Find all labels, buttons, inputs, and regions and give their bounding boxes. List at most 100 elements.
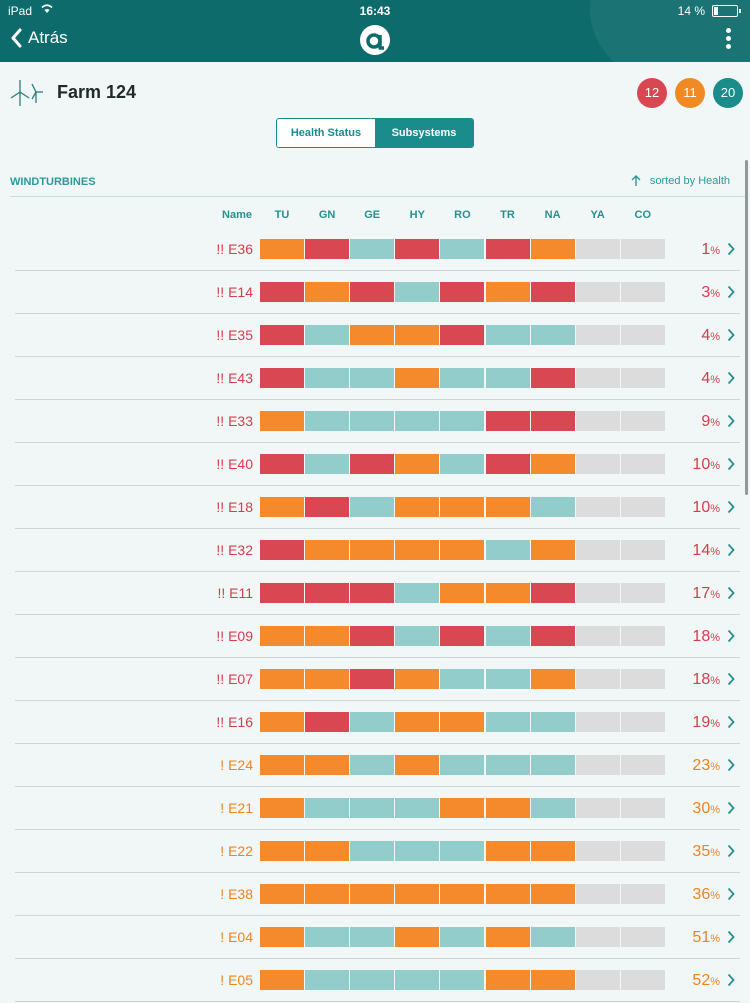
subsystem-cell-gn (305, 626, 350, 646)
chevron-right-icon[interactable] (727, 371, 735, 385)
subsystem-cell-na (530, 798, 575, 818)
ok-count-badge[interactable]: 20 (713, 78, 743, 108)
subsystem-cell-tr (485, 884, 530, 904)
sort-control[interactable]: sorted by Health (630, 174, 730, 187)
health-percent-value: 10 (692, 456, 711, 473)
subsystem-cell-hy (395, 841, 440, 861)
subsystem-cell-ro (440, 325, 485, 345)
chevron-right-icon[interactable] (727, 844, 735, 858)
subsystem-cell-na (530, 411, 575, 431)
turbine-row[interactable]: ! E05 52% (0, 960, 750, 1003)
back-button[interactable]: Atrás (10, 28, 68, 48)
chevron-right-icon[interactable] (727, 414, 735, 428)
subsystem-cell-tr (485, 755, 530, 775)
subsystem-cell-co (620, 884, 665, 904)
turbine-row[interactable]: !! E36 1% (0, 229, 750, 272)
subsystem-cell-hy (395, 798, 440, 818)
chevron-right-icon[interactable] (727, 242, 735, 256)
chevron-right-icon[interactable] (727, 973, 735, 987)
row-divider (15, 528, 740, 529)
tab-subsystems[interactable]: Subsystems (375, 119, 473, 147)
battery-percent: 14 % (677, 4, 705, 18)
chevron-left-icon (11, 28, 22, 48)
tab-health-status[interactable]: Health Status (277, 119, 375, 147)
turbine-row[interactable]: !! E14 3% (0, 272, 750, 315)
health-percent: 36% (692, 886, 720, 904)
chevron-right-icon[interactable] (727, 672, 735, 686)
turbine-row[interactable]: ! E21 30% (0, 788, 750, 831)
chevron-right-icon[interactable] (727, 887, 735, 901)
health-percent: 52% (692, 972, 720, 990)
turbine-row[interactable]: !! E16 19% (0, 702, 750, 745)
subsystem-cell-ge (350, 282, 395, 302)
subsystem-cell-tu (260, 884, 304, 904)
subsystem-cell-tr (485, 282, 530, 302)
turbine-row[interactable]: !! E35 4% (0, 315, 750, 358)
chevron-right-icon[interactable] (727, 586, 735, 600)
turbine-row[interactable]: ! E04 51% (0, 917, 750, 960)
subsystem-cell-ya (575, 798, 620, 818)
subsystem-cell-ge (350, 368, 395, 388)
row-divider (15, 270, 740, 271)
subsystem-cell-ro (440, 282, 485, 302)
more-options-icon[interactable] (724, 28, 732, 52)
turbine-row[interactable]: !! E07 18% (0, 659, 750, 702)
turbine-row[interactable]: !! E32 14% (0, 530, 750, 573)
chevron-right-icon[interactable] (727, 758, 735, 772)
chevron-right-icon[interactable] (727, 930, 735, 944)
row-divider (15, 829, 740, 830)
health-percent-value: 14 (692, 542, 711, 559)
scrollbar[interactable] (745, 160, 748, 495)
chevron-right-icon[interactable] (727, 285, 735, 299)
subsystem-cell-na (530, 583, 575, 603)
subsystem-cell-tr (485, 970, 530, 990)
subsystem-cell-gn (305, 712, 350, 732)
health-percent-value: 4 (701, 370, 711, 387)
chevron-right-icon[interactable] (727, 801, 735, 815)
row-divider (15, 571, 740, 572)
turbine-row[interactable]: !! E33 9% (0, 401, 750, 444)
subsystem-cell-tu (260, 411, 304, 431)
health-percent-value: 52 (692, 972, 711, 989)
subsystem-cell-hy (395, 540, 440, 560)
subsystem-cell-ro (440, 626, 485, 646)
health-percent: 18% (692, 671, 720, 689)
turbine-row[interactable]: !! E40 10% (0, 444, 750, 487)
subsystem-cell-gn (305, 239, 350, 259)
chevron-right-icon[interactable] (727, 500, 735, 514)
turbine-row[interactable]: !! E43 4% (0, 358, 750, 401)
subsystem-cell-tr (485, 841, 530, 861)
view-segmented-control: Health Status Subsystems (276, 118, 474, 148)
turbine-row[interactable]: !! E18 10% (0, 487, 750, 530)
health-percent-unit: % (710, 718, 720, 730)
sort-label: sorted by Health (649, 174, 730, 187)
subsystem-cell-gn (305, 497, 350, 517)
health-percent: 23% (692, 757, 720, 775)
health-percent-value: 18 (692, 628, 711, 645)
subsystem-cell-gn (305, 368, 350, 388)
chevron-right-icon[interactable] (727, 715, 735, 729)
row-divider (15, 399, 740, 400)
turbine-row[interactable]: ! E38 36% (0, 874, 750, 917)
health-percent-value: 23 (692, 757, 711, 774)
subsystem-cell-co (620, 497, 665, 517)
subsystem-cell-tu (260, 583, 304, 603)
turbine-row[interactable]: !! E11 17% (0, 573, 750, 616)
subsystem-cell-tr (485, 497, 530, 517)
turbine-row[interactable]: !! E09 18% (0, 616, 750, 659)
turbine-row[interactable]: ! E24 23% (0, 745, 750, 788)
subsystem-cell-ya (575, 884, 620, 904)
health-percent-unit: % (710, 761, 720, 773)
subsystem-cell-na (530, 755, 575, 775)
row-divider (15, 313, 740, 314)
subsystem-cell-ge (350, 497, 395, 517)
warning-count-badge[interactable]: 11 (675, 78, 705, 108)
chevron-right-icon[interactable] (727, 543, 735, 557)
health-percent-unit: % (710, 288, 720, 300)
chevron-right-icon[interactable] (727, 457, 735, 471)
chevron-right-icon[interactable] (727, 629, 735, 643)
chevron-right-icon[interactable] (727, 328, 735, 342)
turbine-row[interactable]: ! E22 35% (0, 831, 750, 874)
critical-count-badge[interactable]: 12 (637, 78, 667, 108)
subsystem-cell-co (620, 626, 665, 646)
